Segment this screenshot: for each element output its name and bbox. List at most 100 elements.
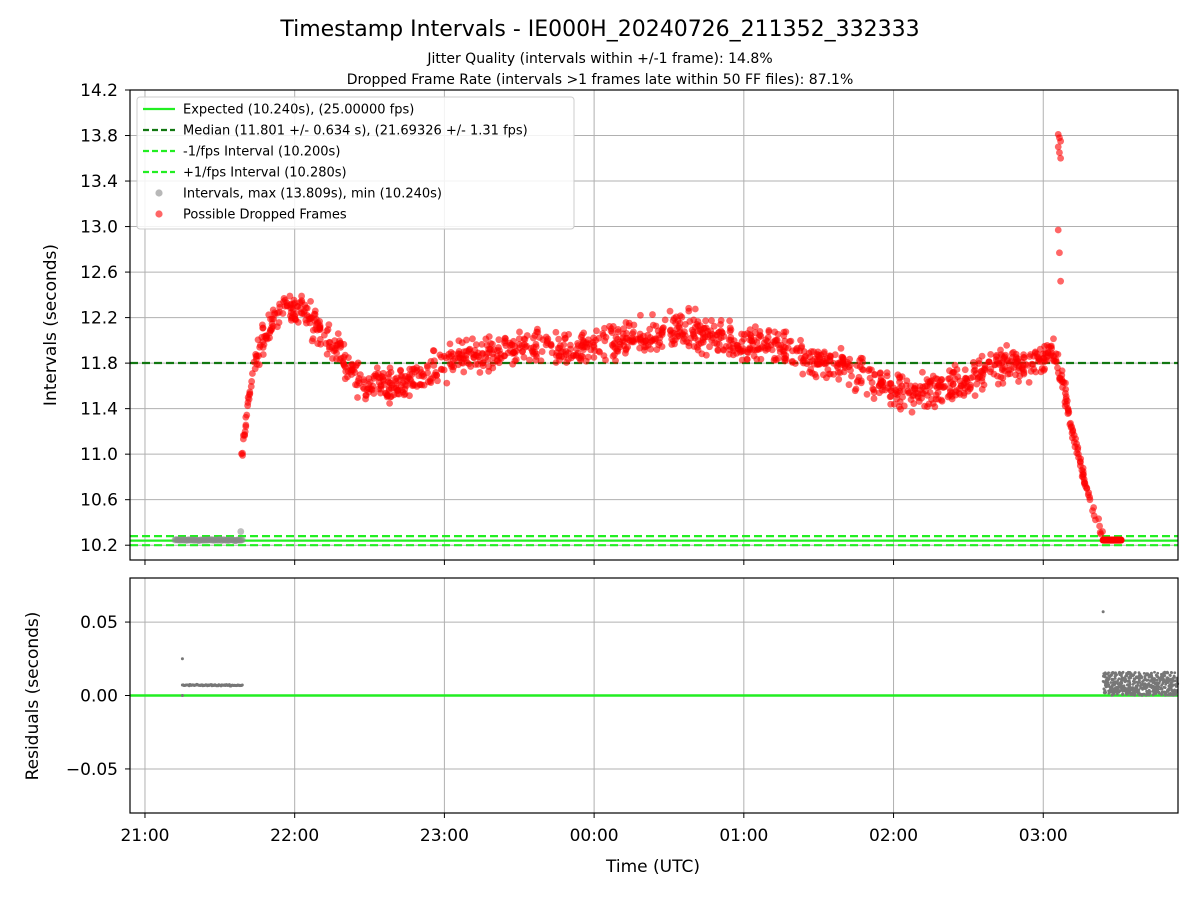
residual-point	[1162, 671, 1166, 675]
dropped-frame-point	[397, 376, 404, 384]
dropped-frame-point	[853, 362, 861, 369]
dropped-frame-point	[1089, 507, 1096, 515]
dropped-frame-point	[694, 346, 702, 354]
dropped-frame-point	[652, 335, 660, 343]
dropped-frame-point	[448, 352, 455, 360]
dropped-frame-point	[666, 307, 674, 315]
dropped-frame-point	[819, 371, 827, 379]
dropped-frame-point	[555, 335, 563, 343]
y-tick-label: 13.8	[80, 127, 118, 147]
dropped-frame-point	[281, 302, 289, 310]
dropped-frame-point	[706, 343, 713, 351]
dropped-frame-point	[485, 349, 493, 357]
residual-point	[1125, 679, 1129, 683]
dropped-frame-point	[957, 382, 965, 390]
dropped-frame-point	[323, 327, 331, 335]
dropped-frame-point	[636, 344, 644, 352]
residual-point	[1117, 690, 1120, 694]
dropped-frame-point	[1005, 359, 1013, 367]
dropped-frame-point	[311, 310, 319, 318]
dropped-frame-point	[1062, 385, 1070, 393]
dropped-frame-point	[579, 337, 587, 344]
dropped-frame-point	[458, 339, 466, 347]
dropped-frame-point	[334, 330, 342, 338]
residual-point	[1154, 673, 1158, 677]
dropped-frame-point	[859, 359, 867, 366]
x-tick-label: 03:00	[1019, 826, 1068, 846]
dropped-frame-point	[496, 347, 503, 355]
residual-point	[1135, 675, 1139, 679]
dropped-frame-point	[987, 365, 995, 373]
dropped-frame-point	[801, 354, 808, 362]
dropped-frame-point	[978, 385, 986, 393]
residual-point	[1106, 678, 1110, 682]
dropped-frame-point	[403, 377, 411, 385]
dropped-frame-point	[757, 355, 765, 363]
dropped-frame-point	[590, 353, 598, 361]
dropped-frame-point	[991, 361, 999, 369]
dropped-frame-point	[495, 336, 503, 344]
dropped-frame-point	[970, 367, 978, 375]
dropped-frame-point	[339, 358, 347, 365]
dropped-frame-point	[946, 384, 954, 392]
dropped-frame-point	[1058, 378, 1066, 386]
dropped-frame-point	[351, 369, 359, 376]
dropped-frame-point	[788, 358, 796, 366]
dropped-frame-point	[385, 385, 393, 392]
dropped-frame-point	[1025, 378, 1033, 386]
residual-point	[1162, 685, 1166, 689]
dropped-frame-point	[755, 333, 763, 341]
dropped-frame-point	[876, 370, 884, 377]
dropped-frame-point	[590, 341, 598, 349]
dropped-frame-point	[290, 296, 298, 304]
dropped-frame-point	[521, 336, 529, 343]
dropped-frame-point	[241, 428, 249, 435]
dropped-frame-point	[313, 320, 321, 327]
dropped-frame-point	[385, 374, 392, 382]
dropped-frame-point	[727, 326, 735, 334]
residual-point	[180, 657, 184, 661]
residual-point	[1166, 681, 1170, 685]
dropped-frame-point	[511, 349, 519, 357]
dropped-frame-point	[523, 342, 530, 350]
residual-points	[180, 610, 1180, 697]
dropped-frame-point	[774, 330, 782, 338]
y-tick-label: 13.0	[80, 218, 118, 238]
dropped-frame-point	[552, 328, 560, 336]
dropped-frame-point	[1034, 353, 1041, 361]
dropped-frame-point	[1019, 361, 1027, 369]
dropped-frame-point	[472, 361, 479, 368]
dropped-frame-point	[614, 328, 622, 336]
dropped-frame-point	[770, 338, 778, 346]
dropped-frame-point	[886, 393, 894, 401]
dropped-frame-point	[1009, 353, 1016, 361]
dropped-frame-point	[903, 377, 911, 385]
dropped-frame-point	[845, 381, 853, 389]
dropped-frame-point	[720, 346, 728, 354]
dropped-frame-point	[326, 345, 333, 353]
dropped-frame-point	[355, 379, 363, 387]
residual-point	[1164, 690, 1168, 694]
dropped-frame-point	[530, 350, 537, 358]
dropped-frame-point	[642, 343, 650, 350]
dropped-frame-point	[981, 361, 989, 369]
residual-point	[1109, 681, 1113, 684]
residual-point	[1165, 670, 1169, 674]
intervals-panel: 10.2 10.6 11.0 11.4 11.8 12.2 12.6 13.0 13.4 13.8…	[41, 81, 1179, 565]
dropped-frame-point	[971, 392, 979, 400]
dropped-frame-point	[1057, 137, 1065, 145]
residual-point	[1122, 684, 1125, 688]
dropped-frame-point	[928, 377, 936, 384]
residual-point	[1169, 677, 1173, 681]
dropped-frame-point	[470, 353, 478, 361]
residual-point	[1165, 676, 1169, 680]
residual-point	[1160, 684, 1163, 687]
residual-point	[1128, 681, 1132, 684]
dropped-frame-point	[963, 377, 971, 385]
dropped-frame-point	[254, 336, 262, 344]
dropped-frame-point	[434, 377, 441, 385]
dropped-frame-point	[291, 315, 299, 323]
dropped-frame-point	[1054, 143, 1062, 151]
residuals-grid	[130, 578, 1178, 813]
dropped-frame-point	[248, 378, 256, 385]
